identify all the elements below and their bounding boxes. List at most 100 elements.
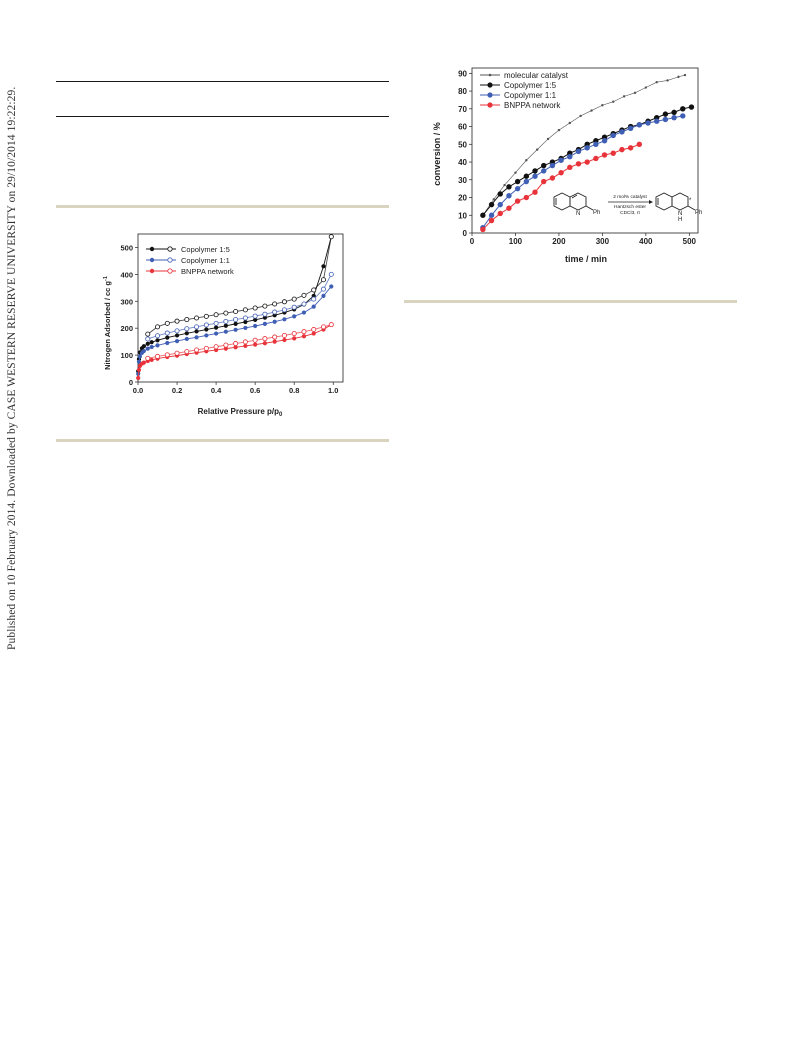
adsorption-point: [204, 333, 209, 338]
data-point: [662, 111, 669, 117]
adsorption-point: [174, 338, 180, 344]
data-point: [622, 95, 626, 98]
x-tick-label: 500: [683, 237, 697, 246]
atom-n-right: N: [678, 211, 682, 217]
y-tick-label: 200: [120, 324, 133, 333]
reagent-line-3: CDCl3, rt: [620, 210, 640, 216]
series-line: [482, 74, 686, 216]
desorption-point: [194, 315, 200, 321]
data-point: [567, 164, 573, 171]
desorption-point: [213, 344, 219, 350]
desorption-point: [252, 313, 258, 319]
x-tick-label: 200: [552, 237, 566, 246]
adsorption-point: [262, 321, 268, 326]
legend-marker-open: [167, 268, 173, 274]
adsorption-point: [321, 293, 326, 298]
adsorption-point: [155, 338, 160, 343]
atom-n-left: N: [576, 211, 580, 217]
data-point: [568, 121, 571, 125]
data-point: [480, 226, 486, 233]
data-point: [506, 205, 512, 211]
desorption-point: [233, 317, 239, 323]
data-point: [575, 161, 582, 167]
data-point: [503, 183, 506, 187]
data-point: [644, 86, 648, 89]
data-point: [497, 191, 503, 197]
data-point: [601, 104, 604, 107]
plot-frame: [137, 233, 344, 383]
adsorption-point: [253, 342, 258, 347]
desorption-point: [262, 303, 268, 309]
desorption-point: [213, 320, 219, 326]
data-point: [666, 79, 669, 82]
desorption-point: [272, 309, 278, 315]
data-point: [541, 178, 547, 185]
legend-label: molecular catalyst: [504, 71, 569, 80]
data-point: [590, 109, 593, 112]
desorption-point: [252, 305, 258, 311]
x-tick-label: 100: [509, 237, 523, 246]
desorption-point: [174, 328, 180, 334]
data-point: [506, 193, 512, 199]
data-point: [655, 80, 658, 84]
data-point: [601, 152, 608, 158]
data-point: [546, 137, 550, 141]
adsorption-point: [253, 323, 258, 329]
desorption-point: [184, 349, 190, 355]
reagent-line-2: Hantzsch ester: [614, 204, 646, 210]
stereo-mark: *: [689, 198, 692, 204]
adsorption-point: [233, 345, 238, 350]
desorption-point: [320, 286, 326, 292]
data-point: [514, 178, 521, 185]
desorption-point: [184, 317, 190, 323]
data-point: [683, 73, 687, 77]
x-axis-label: Relative Pressure p/p0: [198, 407, 283, 418]
legend-label: BNPPA network: [504, 101, 561, 110]
adsorption-point: [136, 375, 141, 381]
data-point: [677, 75, 680, 79]
data-point: [593, 141, 599, 147]
figure-bottom-rule-right: [404, 300, 737, 303]
desorption-point: [291, 296, 297, 302]
data-point: [541, 162, 547, 169]
data-point: [523, 194, 530, 201]
desorption-point: [242, 315, 248, 321]
y-tick-label: 0: [463, 229, 468, 238]
adsorption-point: [194, 329, 199, 334]
legend-marker: [487, 82, 493, 88]
adsorption-point: [262, 341, 268, 346]
adsorption-point: [272, 319, 277, 324]
data-point: [488, 212, 495, 218]
reagent-line-1: 2 mol% catalyst: [613, 194, 647, 200]
desorption-point: [242, 307, 248, 313]
desorption-point: [213, 312, 219, 318]
data-point: [523, 178, 530, 185]
y-tick-label: 80: [458, 87, 467, 96]
adsorption-point: [243, 325, 248, 331]
desorption-point: [145, 331, 151, 337]
desorption-point: [203, 313, 209, 319]
adsorption-point: [155, 343, 160, 348]
desorption-point: [320, 277, 326, 283]
y-tick-label: 20: [458, 194, 467, 203]
desorption-point: [281, 307, 287, 313]
data-point: [506, 184, 512, 190]
nitrogen-isotherm-chart: 0.0 0.2 0.4 0.6 0.8 1.0 0 100 200 300 400 500 Copoly…: [103, 233, 344, 418]
desorption-point: [291, 331, 297, 337]
legend-marker: [487, 102, 493, 108]
x-tick-label: 300: [596, 237, 610, 246]
desorption-point: [223, 342, 229, 348]
data-point: [557, 128, 561, 132]
legend-marker-filled: [149, 246, 155, 252]
desorption-point: [320, 324, 326, 330]
data-point: [558, 169, 564, 176]
data-point: [532, 168, 538, 174]
desorption-point: [262, 336, 268, 342]
x-tick-label: 0.8: [289, 386, 299, 395]
data-point: [584, 145, 590, 151]
adsorption-point: [165, 340, 170, 346]
desorption-point: [272, 334, 278, 340]
adsorption-point: [194, 335, 199, 340]
data-point: [688, 104, 695, 110]
data-point: [654, 118, 660, 124]
